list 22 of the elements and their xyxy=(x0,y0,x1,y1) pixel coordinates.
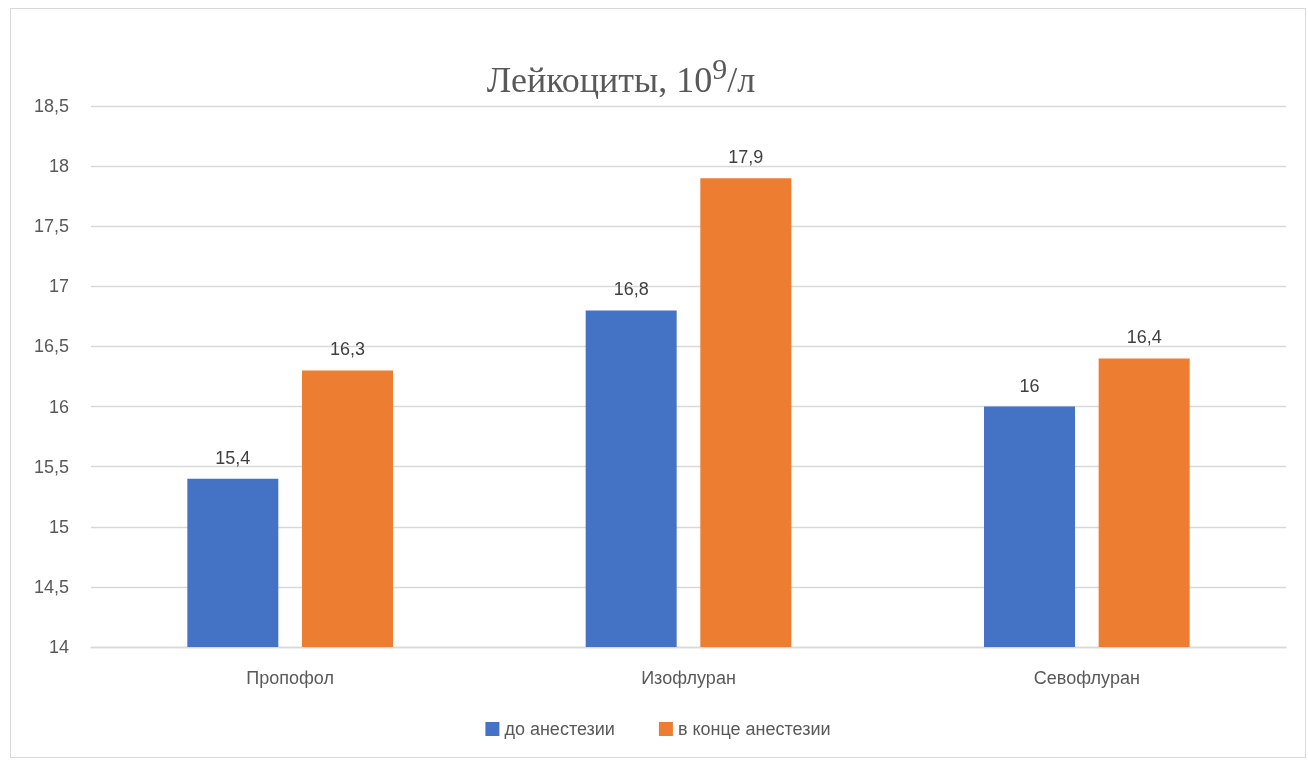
data-label: 16 xyxy=(1019,375,1040,396)
x-tick-label: Севофлуран xyxy=(1033,668,1140,688)
data-label: 16,4 xyxy=(1126,327,1162,348)
data-label: 17,9 xyxy=(728,147,764,168)
x-tick-label: Изофлуран xyxy=(641,668,736,688)
legend-label: до анестезии xyxy=(504,719,615,739)
data-label: 15,4 xyxy=(215,447,251,468)
legend-label: в конце анестезии xyxy=(677,719,831,739)
y-tick-label: 15,5 xyxy=(33,456,69,477)
y-tick-label: 16,5 xyxy=(33,336,69,357)
chart-title: Лейкоциты, 10$^{9}$/л xyxy=(486,52,756,100)
y-tick-label: 17 xyxy=(48,276,69,297)
data-label: 16,3 xyxy=(329,339,366,360)
data-label: 16,8 xyxy=(613,279,649,300)
y-tick-label: 14,5 xyxy=(33,576,69,597)
y-tick-label: 15 xyxy=(48,516,69,537)
y-tick-label: 16 xyxy=(48,396,69,417)
y-tick-label: 18 xyxy=(48,156,69,177)
y-tick-label: 17,5 xyxy=(33,216,69,237)
y-tick-label: 18,5 xyxy=(33,96,69,116)
x-tick-label: Пропофол xyxy=(246,668,334,688)
y-tick-label: 14 xyxy=(48,637,69,657)
